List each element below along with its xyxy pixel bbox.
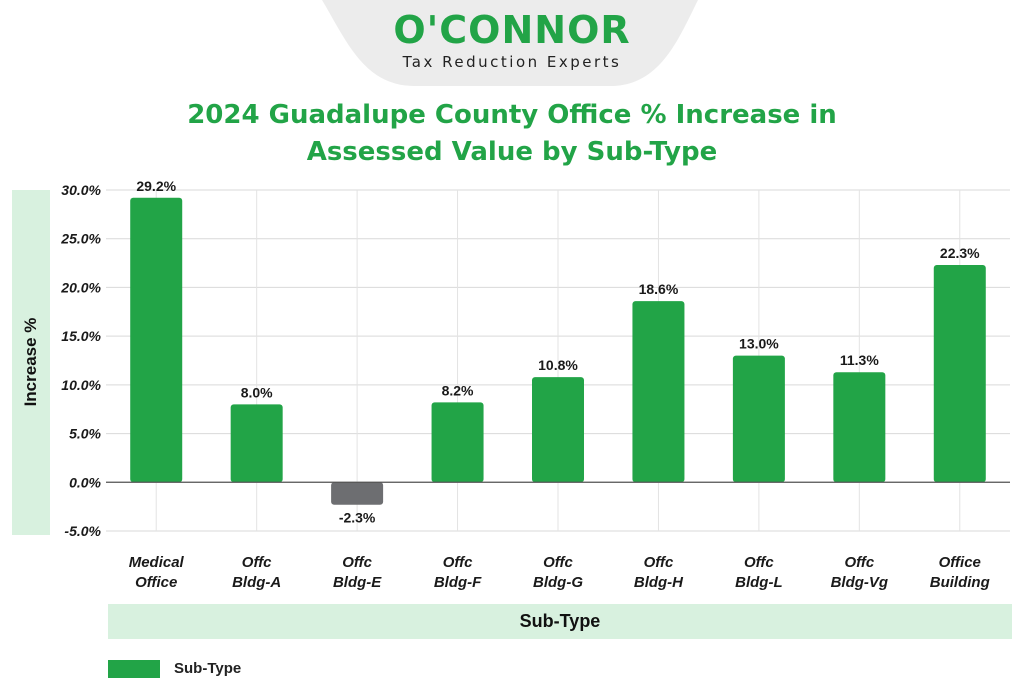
logo-banner-shape	[322, 0, 698, 86]
y-tick-label: 15.0%	[61, 328, 101, 344]
data-label: 11.3%	[840, 352, 879, 368]
y-axis-label-band	[12, 190, 50, 535]
brand-tagline: Tax Reduction Experts	[402, 53, 622, 71]
data-label: 22.3%	[940, 245, 980, 261]
legend-label: Sub-Type	[174, 660, 242, 677]
x-tick-label: Offc	[844, 554, 874, 571]
x-tick-label: Bldg-G	[533, 574, 583, 591]
y-tick-label: 30.0%	[61, 182, 101, 198]
chart-title-line-2: Assessed Value by Sub-Type	[306, 137, 718, 167]
bar	[632, 301, 685, 483]
y-tick-label: 25.0%	[60, 231, 101, 247]
brand-logo: O'CONNOR	[393, 8, 631, 52]
bar	[732, 355, 785, 483]
x-tick-label: Bldg-H	[634, 574, 684, 591]
y-tick-label: 5.0%	[69, 426, 101, 442]
x-tick-label: Offc	[342, 554, 372, 571]
bar	[532, 377, 584, 483]
data-label: -2.3%	[339, 510, 376, 526]
y-tick-label: 10.0%	[61, 377, 101, 393]
x-tick-label: Bldg-E	[333, 574, 382, 591]
data-label: 8.0%	[241, 384, 273, 400]
x-tick-label: Office	[939, 554, 981, 571]
legend-swatch	[108, 660, 160, 678]
chart-title-line-1: 2024 Guadalupe County Office % Increase …	[187, 100, 837, 130]
x-tick-label: Building	[930, 574, 990, 591]
bar	[230, 404, 283, 483]
x-axis-label-band: Sub-Type	[108, 604, 1012, 639]
data-label: 13.0%	[739, 336, 779, 352]
x-tick-label: Medical	[129, 554, 185, 571]
x-tick-label: Offc	[744, 554, 774, 571]
x-tick-label: Office	[135, 574, 177, 591]
bar-chart: 30.0% 25.0% 20.0% 15.0% 10.0% 5.0% 0.0% -5.0% 29…	[60, 178, 1010, 591]
x-tick-label: Offc	[242, 554, 272, 571]
bar	[130, 197, 183, 483]
data-label: 8.2%	[442, 382, 474, 398]
x-tick-label: Bldg-Vg	[831, 574, 889, 591]
chart-title: 2024 Guadalupe County Office % Increase …	[80, 97, 944, 171]
bar	[933, 265, 986, 483]
y-tick-label: -5.0%	[64, 523, 101, 539]
data-label: 10.8%	[538, 357, 578, 373]
x-tick-label: Bldg-L	[735, 574, 782, 591]
bar	[331, 482, 384, 505]
x-axis-label: Sub-Type	[519, 611, 601, 631]
x-tick-label: Bldg-F	[434, 574, 482, 591]
bar	[833, 372, 886, 483]
x-tick-label: Offc	[443, 554, 473, 571]
data-label: 18.6%	[639, 281, 679, 297]
y-tick-label: 0.0%	[69, 474, 101, 490]
x-tick-label: Offc	[543, 554, 573, 571]
bar	[431, 402, 484, 483]
y-tick-label: 20.0%	[60, 279, 101, 295]
data-label: 29.2%	[136, 178, 176, 194]
x-tick-label: Offc	[644, 554, 674, 571]
x-tick-label: Bldg-A	[232, 574, 281, 591]
